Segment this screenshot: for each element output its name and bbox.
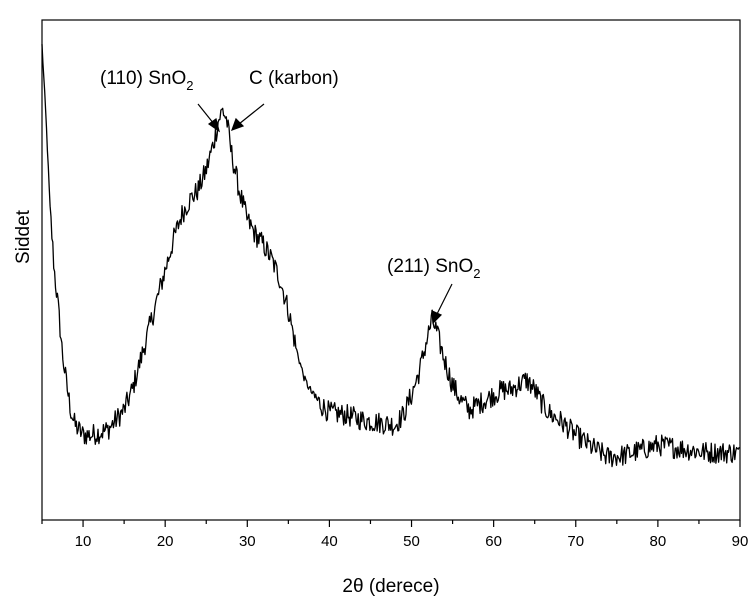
x-tick-label: 70 <box>567 533 584 550</box>
x-tick-label: 20 <box>157 533 174 550</box>
x-tick-label: 40 <box>321 533 338 550</box>
x-tick-label: 80 <box>650 533 667 550</box>
x-tick-label: 50 <box>403 533 420 550</box>
annotation-211-sno2-sub: 2 <box>473 266 480 281</box>
series-line <box>41 44 740 468</box>
x-tick-labels: 10 20 30 40 50 60 70 80 90 <box>75 533 749 550</box>
annotation-211-sno2-text: (211) SnO <box>387 256 473 277</box>
y-axis-label: Siddet <box>13 209 34 264</box>
annotation-carbon: C (karbon) <box>249 68 339 89</box>
annotation-110-sno2-text: (110) SnO <box>100 68 186 89</box>
x-tick-label: 30 <box>239 533 256 550</box>
x-tick-label: 90 <box>732 533 749 550</box>
annotation-110-sno2: (110) SnO2 <box>100 68 193 93</box>
x-tick-label: 60 <box>485 533 502 550</box>
arrow-carbon <box>230 103 265 132</box>
annotation-110-sno2-sub: 2 <box>186 78 193 93</box>
x-axis-label: 2θ (derece) <box>342 576 439 597</box>
annotation-211-sno2: (211) SnO2 <box>387 256 480 281</box>
arrow-211-sno2 <box>431 283 453 325</box>
x-ticks <box>41 520 741 527</box>
arrow-110-sno2 <box>197 103 220 133</box>
plot-frame <box>41 19 741 521</box>
x-tick-label: 10 <box>75 533 92 550</box>
